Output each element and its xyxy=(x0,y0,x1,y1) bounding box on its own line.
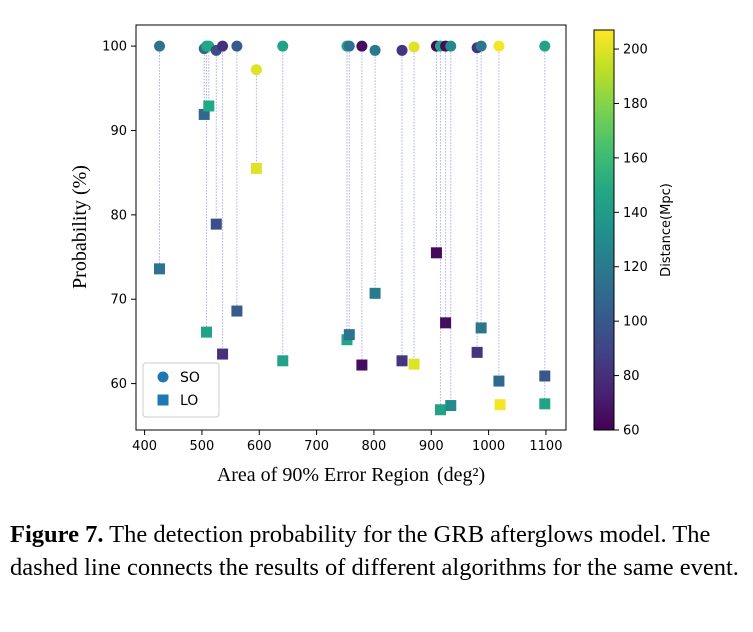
y-tick-label: 100 xyxy=(102,40,127,55)
so-point xyxy=(408,41,420,53)
colorbar-tick-label: 140 xyxy=(623,206,648,221)
lo-point xyxy=(493,375,505,387)
colorbar-tick-label: 120 xyxy=(623,260,648,275)
x-tick-label: 600 xyxy=(247,439,272,454)
lo-point xyxy=(445,400,457,412)
so-point xyxy=(250,64,262,76)
colorbar-tick-label: 60 xyxy=(623,424,640,439)
x-tick-label: 1000 xyxy=(472,439,505,454)
x-tick-label: 800 xyxy=(362,439,387,454)
so-point xyxy=(539,40,551,52)
x-tick-label: 500 xyxy=(190,439,215,454)
x-tick-label: 1100 xyxy=(529,439,562,454)
so-point xyxy=(396,44,408,56)
lo-point xyxy=(494,399,506,411)
so-point xyxy=(445,40,457,52)
legend-lo-label: LO xyxy=(180,393,198,409)
legend-so-marker xyxy=(157,371,169,383)
lo-point xyxy=(539,370,551,382)
lo-point xyxy=(369,287,381,299)
lo-point xyxy=(356,359,368,371)
y-tick-label: 80 xyxy=(110,208,127,223)
lo-point xyxy=(434,404,446,416)
scatter-figure: 400 500 600 700 800 900 1000 1100 60 70 80 90 100 A… xyxy=(69,24,674,486)
colorbar-tick-label: 80 xyxy=(623,369,640,384)
lo-point xyxy=(408,358,420,370)
so-point xyxy=(154,40,166,52)
colorbar-tick-label: 180 xyxy=(623,97,648,112)
lo-point xyxy=(475,322,487,334)
lo-point xyxy=(217,348,229,360)
so-point xyxy=(356,40,368,52)
colorbar-tick-label: 160 xyxy=(623,151,648,166)
so-point xyxy=(277,40,289,52)
lo-point xyxy=(396,355,408,367)
x-tick-label: 700 xyxy=(304,439,329,454)
data-points xyxy=(154,40,551,416)
so-point xyxy=(369,44,381,56)
colorbar-tick-label: 200 xyxy=(623,43,648,58)
legend-so-label: SO xyxy=(180,370,200,386)
colorbar-ticks: 60 80 100 120 140 160 180 200 xyxy=(614,43,648,439)
x-tick-label: 900 xyxy=(419,439,444,454)
caption-text: The detection probability for the GRB af… xyxy=(10,521,739,581)
legend: SO LO xyxy=(142,362,220,418)
x-axis-ticks: 400 500 600 700 800 900 1000 1100 xyxy=(132,430,562,454)
y-tick-label: 90 xyxy=(110,124,127,139)
lo-point xyxy=(250,162,262,174)
x-axis-label: Area of 90% Error Region (deg²) xyxy=(217,464,485,486)
so-point xyxy=(493,40,505,52)
lo-point xyxy=(430,247,442,259)
lo-point xyxy=(231,305,243,317)
so-point xyxy=(231,40,243,52)
lo-point xyxy=(539,398,551,410)
y-axis-ticks: 60 70 80 90 100 xyxy=(102,40,136,392)
so-point xyxy=(217,40,229,52)
so-point xyxy=(475,40,487,52)
colorbar xyxy=(593,29,615,431)
y-tick-label: 60 xyxy=(110,377,127,392)
lo-point xyxy=(201,326,213,338)
lo-point xyxy=(203,100,215,112)
legend-lo-marker xyxy=(157,394,169,406)
figure-caption: Figure 7. The detection probability for … xyxy=(10,518,745,584)
caption-label: Figure 7. xyxy=(10,521,104,548)
plot-area-frame xyxy=(135,24,567,431)
y-tick-label: 70 xyxy=(110,293,127,308)
lo-point xyxy=(471,346,483,358)
lo-point xyxy=(440,317,452,329)
lo-point xyxy=(154,263,166,275)
colorbar-label: Distance(Mpc) xyxy=(659,183,674,277)
lo-point xyxy=(210,218,222,230)
lo-point xyxy=(198,108,210,120)
lo-point xyxy=(277,355,289,367)
y-axis-label: Probability (%) xyxy=(69,165,91,289)
colorbar-tick-label: 100 xyxy=(623,315,648,330)
connector-lines xyxy=(159,46,546,410)
lo-point xyxy=(343,329,355,341)
so-point xyxy=(343,40,355,52)
x-tick-label: 400 xyxy=(132,439,157,454)
